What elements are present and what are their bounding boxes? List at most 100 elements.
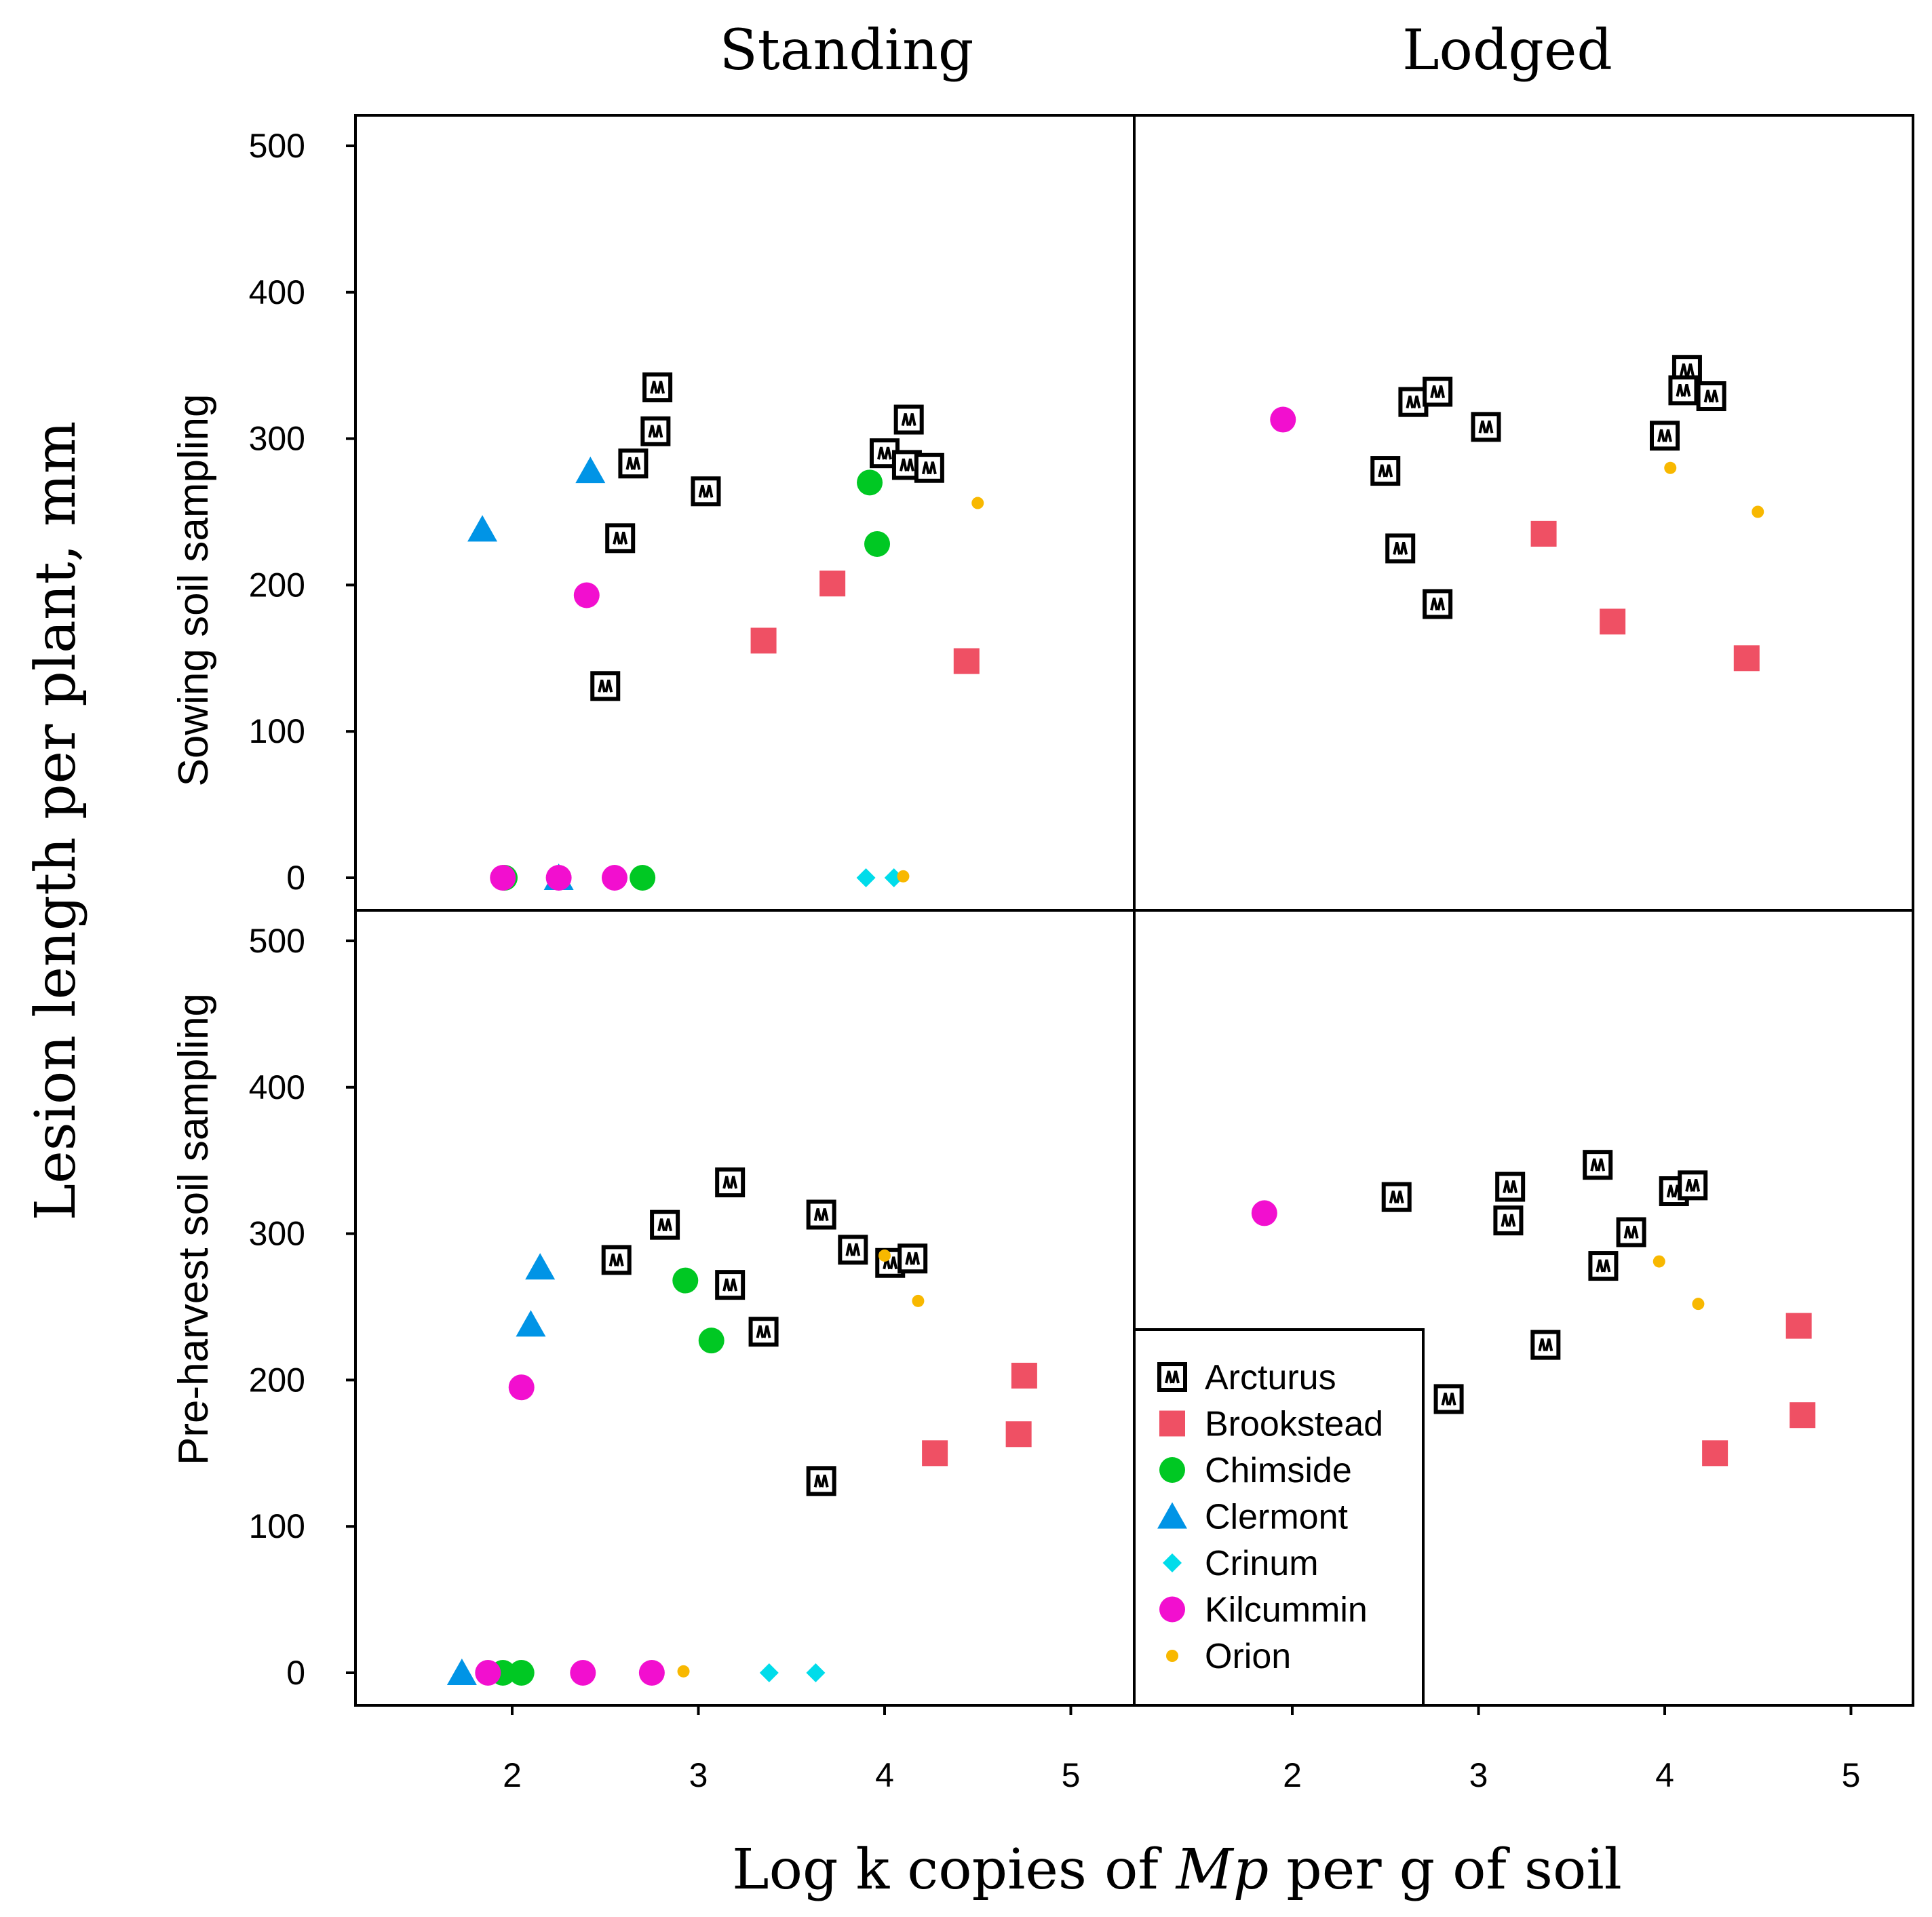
point-brookstead-lodged-sowing-1 (1600, 608, 1626, 635)
point-arcturus-standing-sowing-1-glyph (648, 425, 663, 438)
y-tick-label-preharvest-100: 100 (249, 1507, 305, 1545)
point-brookstead-standing-preharvest-2 (1011, 1362, 1037, 1389)
point-arcturus-lodged-preharvest-4-box (1530, 1330, 1561, 1360)
x-axis-title-part-1: Log k copies of (732, 1838, 1176, 1902)
point-orion-standing-sowing-0-shape (971, 497, 984, 509)
y-tick-label-preharvest-0: 0 (286, 1654, 305, 1692)
legend-key-kilcummin (1159, 1596, 1185, 1623)
point-orion-standing-preharvest-0 (912, 1294, 925, 1307)
point-chimside-standing-preharvest-1-shape (698, 1328, 724, 1354)
point-brookstead-lodged-sowing-2-shape (1733, 645, 1760, 672)
point-arcturus-standing-preharvest-8-box (897, 1243, 928, 1274)
point-clermont-standing-preharvest-2-shape (446, 1659, 477, 1685)
point-arcturus-lodged-preharvest-9-glyph (1685, 1178, 1701, 1192)
point-kilcummin-standing-preharvest-1-shape (475, 1660, 501, 1686)
point-arcturus-standing-sowing-4-box (605, 523, 636, 554)
y-tick-label-sowing-300: 300 (249, 420, 305, 458)
point-arcturus-standing-preharvest-3-glyph (722, 1278, 738, 1292)
point-kilcummin-standing-sowing-2 (545, 865, 572, 891)
point-orion-lodged-preharvest-1-shape (1692, 1298, 1705, 1311)
x-tick-label-lodged-2: 2 (1283, 1756, 1302, 1794)
row-title-sowing: Sowing soil sampling (170, 394, 217, 787)
point-clermont-standing-preharvest-1 (516, 1310, 546, 1337)
x-tick-label-lodged-5: 5 (1842, 1756, 1861, 1794)
point-orion-lodged-preharvest-1 (1692, 1298, 1705, 1311)
point-kilcummin-standing-sowing-0 (573, 582, 600, 608)
y-tick-label-sowing-0: 0 (286, 859, 305, 897)
legend-key-orion (1166, 1650, 1178, 1662)
y-tick-label-sowing-500: 500 (249, 127, 305, 165)
legend-label-arcturus: Arcturus (1205, 1358, 1336, 1397)
point-arcturus-lodged-sowing-2 (1471, 412, 1501, 442)
point-arcturus-standing-sowing-6-box (893, 404, 924, 435)
point-brookstead-standing-preharvest-0 (922, 1440, 948, 1467)
point-arcturus-lodged-preharvest-2 (1493, 1205, 1524, 1236)
point-arcturus-lodged-sowing-1-box (1423, 376, 1453, 407)
y-tick-label-preharvest-400: 400 (249, 1068, 305, 1106)
point-brookstead-standing-sowing-1-shape (819, 570, 846, 597)
point-chimside-standing-sowing-3-shape (630, 865, 656, 891)
point-arcturus-standing-preharvest-4-glyph (756, 1325, 771, 1338)
point-kilcummin-lodged-sowing-0-shape (1270, 406, 1296, 433)
point-arcturus-standing-sowing-4 (605, 523, 636, 554)
point-arcturus-lodged-sowing-7-glyph (1676, 383, 1691, 397)
point-arcturus-standing-sowing-0-glyph (650, 381, 665, 394)
x-tick-label-standing-2: 2 (503, 1756, 522, 1794)
point-orion-lodged-sowing-0 (1664, 461, 1677, 474)
point-arcturus-lodged-preharvest-3-glyph (1441, 1393, 1456, 1406)
point-arcturus-standing-sowing-0-box (642, 372, 673, 403)
point-arcturus-lodged-sowing-4-box (1385, 533, 1416, 564)
point-crinum-standing-preharvest-1-shape (806, 1663, 826, 1682)
point-arcturus-lodged-sowing-3-box (1370, 456, 1401, 486)
point-arcturus-standing-preharvest-0 (715, 1167, 746, 1198)
point-brookstead-standing-preharvest-0-shape (922, 1440, 948, 1467)
point-arcturus-lodged-sowing-5-box (1423, 589, 1453, 619)
point-arcturus-standing-sowing-3-glyph (698, 484, 714, 498)
point-arcturus-standing-sowing-2 (618, 448, 649, 479)
point-brookstead-standing-sowing-0-shape (750, 627, 777, 654)
point-arcturus-standing-sowing-6 (893, 404, 924, 435)
row-title-preharvest: Pre-harvest soil sampling (170, 993, 217, 1465)
legend-label-clermont: Clermont (1205, 1498, 1348, 1537)
legend-key-crinum-shape (1163, 1553, 1182, 1572)
legend-key-arcturus-glyph (1165, 1370, 1180, 1384)
point-arcturus-standing-preharvest-1-glyph (657, 1218, 673, 1232)
point-chimside-standing-sowing-1 (864, 530, 891, 557)
legend-key-chimside-shape (1159, 1457, 1185, 1483)
point-kilcummin-standing-preharvest-0-shape (508, 1374, 535, 1401)
point-kilcummin-standing-preharvest-0 (508, 1374, 535, 1401)
point-chimside-standing-preharvest-0-shape (672, 1267, 699, 1294)
panel-lodged-preharvest-points (1251, 1150, 1816, 1467)
y-tick-label-preharvest-300: 300 (249, 1215, 305, 1253)
point-crinum-standing-sowing-0 (856, 868, 876, 887)
legend-label-orion: Orion (1205, 1637, 1291, 1676)
point-arcturus-lodged-sowing-5-glyph (1430, 598, 1446, 611)
point-chimside-standing-preharvest-3 (508, 1660, 535, 1686)
point-arcturus-lodged-preharvest-2-box (1493, 1205, 1524, 1236)
point-clermont-standing-sowing-1 (575, 457, 606, 484)
point-brookstead-lodged-preharvest-2-shape (1790, 1402, 1816, 1429)
point-arcturus-lodged-sowing-3-glyph (1378, 464, 1393, 478)
point-clermont-standing-preharvest-0 (525, 1253, 556, 1280)
point-arcturus-standing-sowing-5-glyph (598, 679, 613, 693)
point-arcturus-lodged-preharvest-0-box (1381, 1182, 1412, 1212)
point-brookstead-standing-sowing-1 (819, 570, 846, 597)
x-tick-label-standing-4: 4 (875, 1756, 894, 1794)
point-arcturus-lodged-preharvest-7-glyph (1623, 1226, 1639, 1239)
legend-key-brookstead-shape (1159, 1410, 1185, 1437)
point-brookstead-lodged-sowing-0-shape (1530, 520, 1557, 547)
point-crinum-standing-preharvest-0-shape (759, 1663, 779, 1682)
point-arcturus-standing-preharvest-8 (897, 1243, 928, 1274)
x-tick-label-lodged-3: 3 (1469, 1756, 1488, 1794)
point-arcturus-standing-sowing-3 (691, 476, 721, 507)
point-arcturus-standing-preharvest-0-glyph (722, 1176, 738, 1189)
point-kilcummin-standing-preharvest-2-shape (570, 1660, 596, 1686)
legend-key-kilcummin-shape (1159, 1596, 1185, 1623)
panel-standing-sowing-points (467, 372, 984, 891)
point-arcturus-standing-preharvest-3-box (715, 1270, 746, 1300)
point-arcturus-standing-sowing-5-box (590, 671, 621, 701)
point-arcturus-lodged-preharvest-5-box (1583, 1150, 1613, 1180)
point-arcturus-lodged-sowing-8 (1696, 381, 1726, 412)
point-orion-standing-sowing-1 (897, 870, 910, 883)
